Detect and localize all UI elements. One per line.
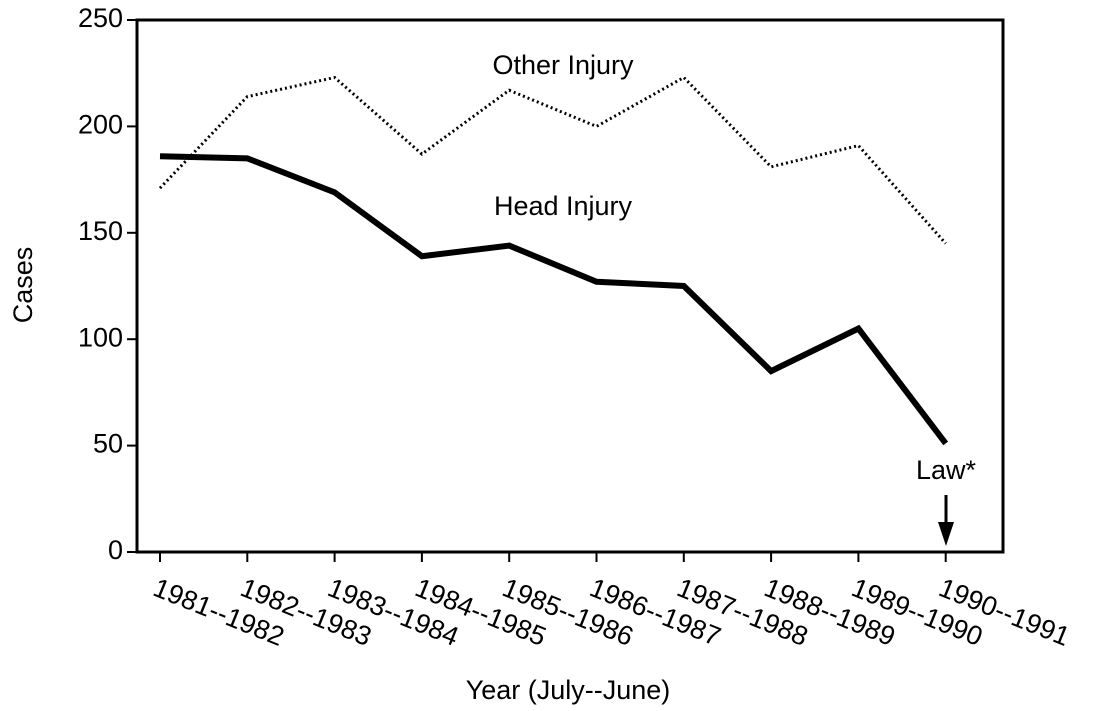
data-line — [158, 75, 947, 245]
y-axis-label: Cases — [8, 247, 38, 324]
y-tick-label: 50 — [93, 429, 123, 459]
y-tick-label: 150 — [78, 216, 123, 246]
y-tick-label: 0 — [108, 535, 123, 565]
y-tick-label: 100 — [78, 322, 123, 352]
series-label: Head Injury — [494, 191, 633, 221]
plot-frame — [135, 18, 1005, 554]
data-line — [159, 153, 949, 446]
annotation-arrowhead — [938, 522, 954, 546]
y-tick-label: 250 — [78, 3, 123, 33]
y-tick-label: 200 — [78, 110, 123, 140]
series-label: Other Injury — [492, 50, 634, 80]
annotation: Law* — [916, 455, 977, 485]
x-axis-label: Year (July--June) — [466, 675, 671, 705]
